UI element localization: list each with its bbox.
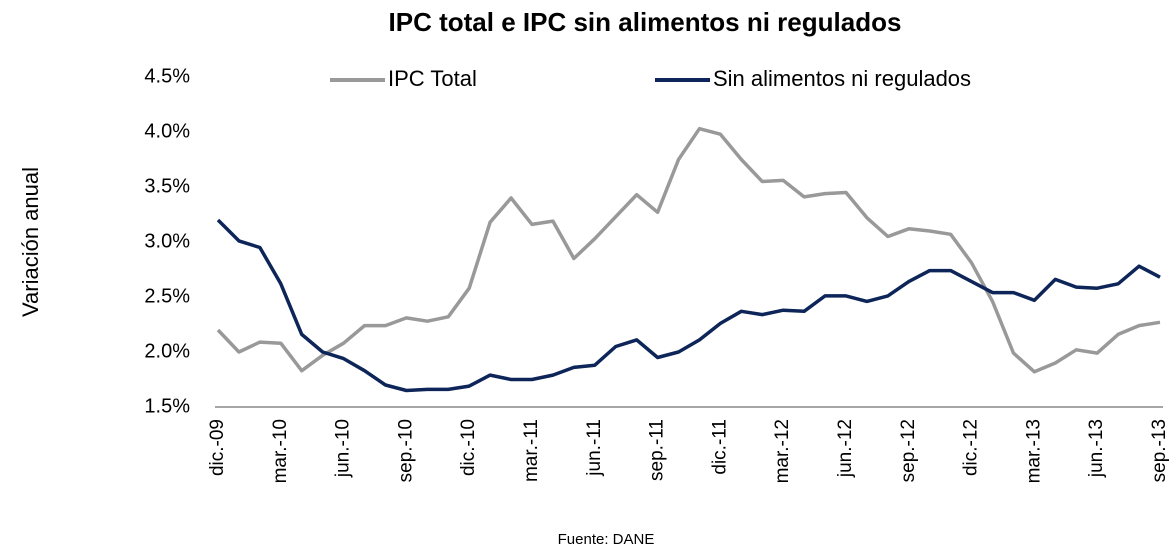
x-tick-label: jun.-12: [835, 419, 856, 478]
x-tick-label: mar.-10: [270, 419, 291, 483]
x-tick-label: dic.-09: [207, 419, 228, 476]
x-tick-label: sep.-10: [395, 419, 416, 482]
x-tick-label: dic.-11: [709, 419, 730, 475]
x-tick-label: dic.-12: [961, 419, 982, 476]
x-tick-label: jun.-11: [584, 419, 605, 477]
legend-label: Sin alimentos ni regulados: [713, 66, 971, 91]
y-tick-label: 1.5%: [144, 395, 190, 417]
x-tick-label: sep.-11: [647, 419, 668, 481]
x-tick-label: sep.-13: [1149, 419, 1170, 482]
legend-label: IPC Total: [388, 66, 477, 91]
x-tick-label: sep.-12: [898, 419, 919, 482]
series-line: [216, 126, 1161, 374]
x-tick-label: jun.-10: [333, 419, 354, 478]
y-tick-label: 4.5%: [144, 65, 190, 87]
chart-title: IPC total e IPC sin alimentos ni regulad…: [389, 7, 902, 37]
x-tick-label: mar.-11: [521, 419, 542, 482]
y-tick-label: 4.0%: [144, 120, 190, 142]
y-tick-label: 2.0%: [144, 340, 190, 362]
source: Fuente: DANE: [558, 531, 655, 548]
y-tick-label: 2.5%: [144, 285, 190, 307]
series-line: [216, 218, 1161, 393]
y-tick-label: 3.5%: [144, 175, 190, 197]
y-axis-label: Variación anual: [18, 167, 43, 317]
x-tick-label: mar.-12: [772, 419, 793, 483]
x-tick-label: dic.-10: [458, 419, 479, 476]
y-tick-label: 3.0%: [144, 230, 190, 252]
x-tick-label: jun.-13: [1086, 419, 1107, 478]
x-tick-label: mar.-13: [1023, 419, 1044, 483]
